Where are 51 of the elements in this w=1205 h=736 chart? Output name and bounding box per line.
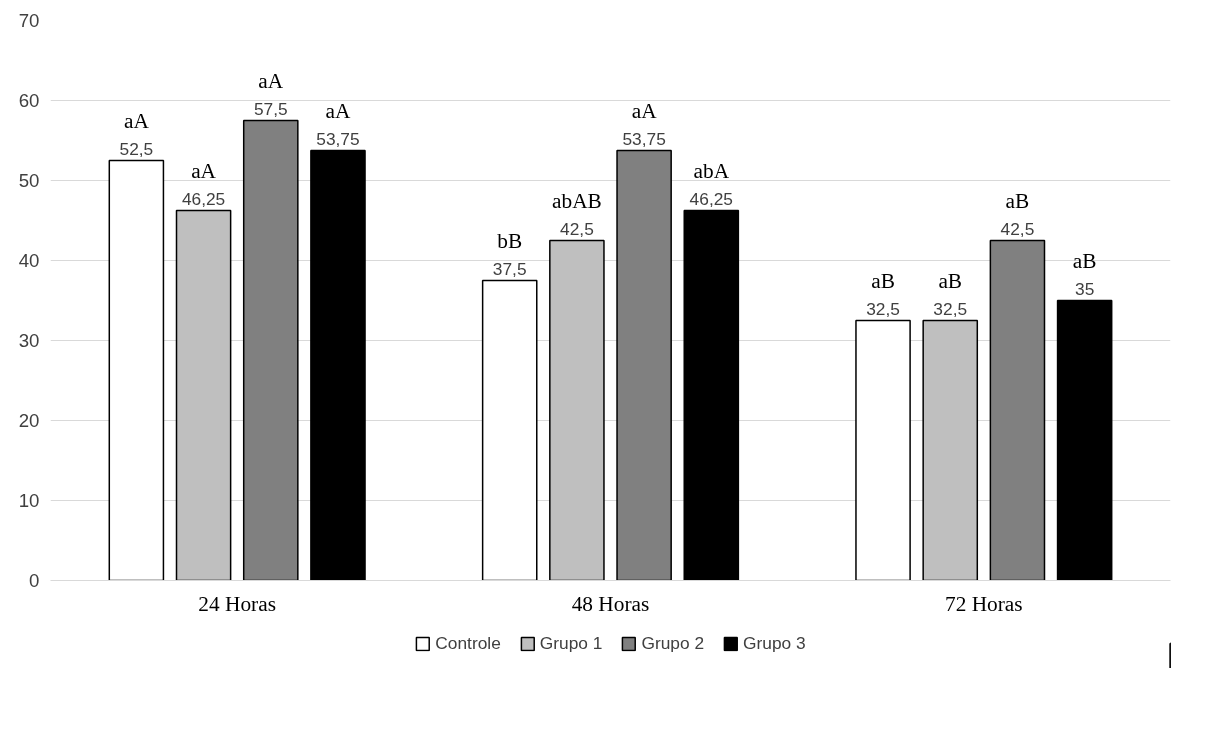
bar: [108, 159, 165, 581]
data-label: 42,5: [1000, 218, 1035, 239]
data-label: 46,25: [689, 188, 733, 209]
legend-label: Grupo 1: [539, 632, 603, 654]
data-label: 32,5: [866, 298, 900, 319]
y-tick-label: 70: [18, 10, 40, 31]
y-tick-label: 50: [18, 170, 40, 191]
annotation: aB: [1072, 248, 1097, 273]
legend-label: Grupo 2: [641, 632, 705, 654]
bar: [855, 319, 911, 581]
y-tick-label: 20: [18, 410, 40, 431]
y-tick-label: 60: [18, 90, 40, 111]
x-tick-label: 48 Horas: [571, 591, 650, 616]
bar: [1056, 299, 1113, 581]
data-label: 52,5: [119, 138, 154, 159]
data-label: 42,5: [560, 218, 594, 239]
data-label: 53,75: [316, 128, 360, 149]
annotation: aB: [938, 268, 963, 293]
bar: [175, 209, 232, 581]
bar: [549, 239, 605, 581]
x-tick-label: 72 Horas: [945, 591, 1023, 616]
y-tick-label: 0: [29, 570, 40, 591]
annotation: abAB: [552, 188, 602, 213]
y-tick-label: 10: [18, 490, 40, 511]
data-label: 46,25: [181, 188, 226, 209]
annotation: aB: [1005, 188, 1030, 213]
data-label: 37,5: [492, 258, 527, 279]
bar: [989, 239, 1046, 581]
annotation: aA: [258, 68, 284, 93]
bar: [481, 279, 538, 581]
annotation: aA: [631, 98, 658, 123]
y-tick-label: 30: [18, 330, 40, 351]
annotation: aA: [191, 158, 217, 183]
legend-label: Grupo 3: [743, 632, 806, 654]
bar: [242, 119, 299, 581]
legend-label: Controle: [435, 632, 501, 654]
bar: [683, 209, 740, 581]
annotation: bB: [497, 228, 523, 253]
y-tick-label: 40: [18, 250, 40, 271]
data-label: 57,5: [253, 98, 288, 119]
annotation: aA: [123, 108, 150, 133]
x-tick-label: 24 Horas: [198, 591, 276, 616]
bar: [310, 149, 366, 581]
annotation: aB: [871, 268, 895, 293]
data-label: 32,5: [933, 298, 968, 319]
data-label: 35: [1075, 278, 1095, 299]
bar: [616, 149, 672, 581]
annotation: aA: [325, 98, 351, 123]
annotation: abA: [693, 158, 730, 183]
bar: [922, 319, 979, 581]
data-label: 53,75: [622, 128, 666, 149]
